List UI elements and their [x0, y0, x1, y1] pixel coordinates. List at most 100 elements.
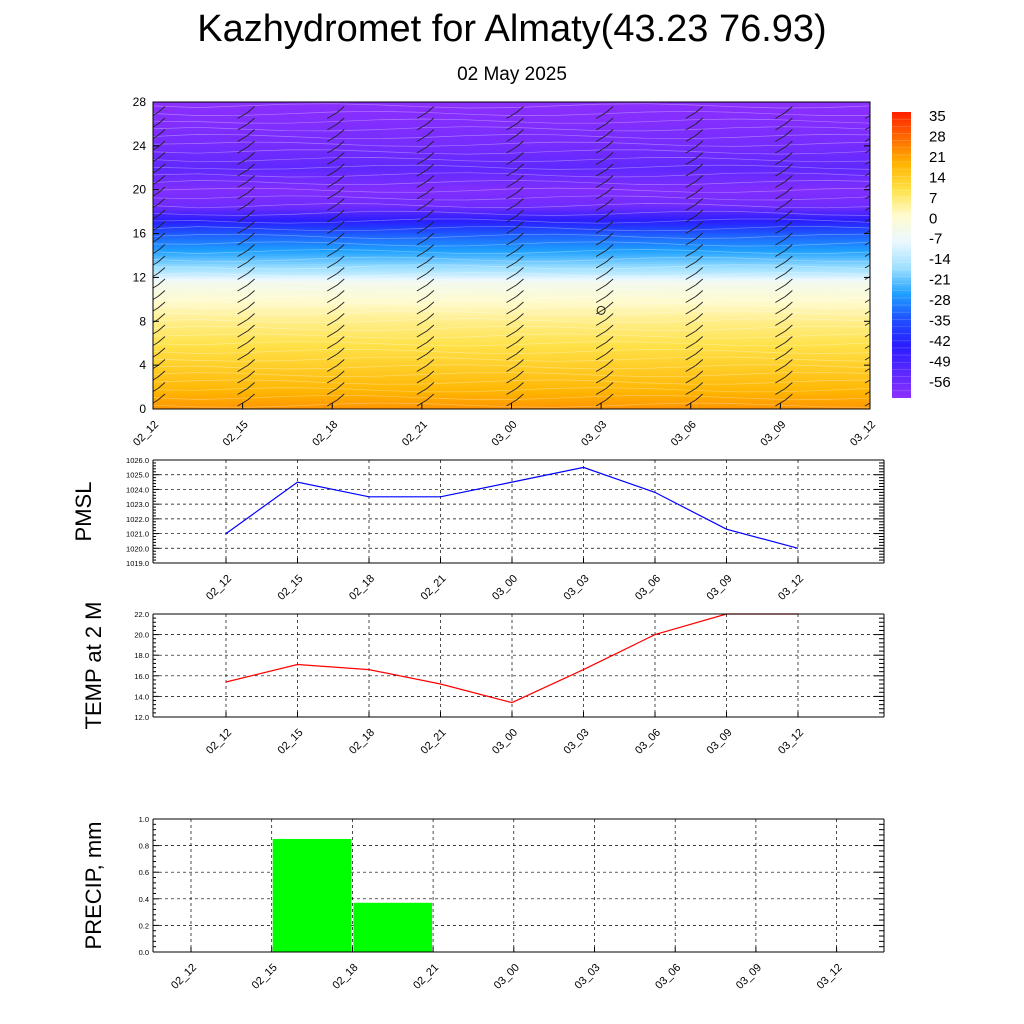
x-tick-label: 02_15: [221, 419, 251, 449]
wind-barb: [864, 298, 870, 303]
wind-barb: [685, 204, 696, 211]
wind-barb-flag: [516, 359, 524, 366]
colorbar: 35 28 21 14 7 0 -7 -14 -21 -28 -35 -42 -49 -56: [892, 108, 951, 398]
temperature-band: [153, 349, 870, 352]
wind-barb: [685, 342, 696, 349]
temperature-band: [153, 236, 870, 240]
wind-barb: [237, 169, 248, 177]
x-tick-label: 03_09: [705, 573, 735, 603]
contour-line: [153, 180, 870, 185]
temperature-band: [153, 269, 870, 273]
wind-barb: [327, 319, 338, 326]
temperature-band: [153, 302, 870, 305]
wind-barb: [775, 169, 786, 177]
wind-barb-flag: [785, 163, 793, 171]
wind-barb: [153, 399, 159, 404]
wind-barb-flag: [516, 278, 524, 286]
wind-barb-flag: [516, 232, 524, 240]
temperature-band: [153, 152, 870, 156]
wind-barb-flag: [875, 383, 882, 389]
wind-barb: [775, 342, 786, 349]
wind-barb-flag: [875, 130, 882, 136]
wind-barb-flag: [516, 255, 524, 263]
wind-barb: [416, 181, 428, 188]
x-tick-label: 03_00: [490, 727, 520, 757]
x-tick-label: 03_12: [815, 962, 845, 992]
wind-barb: [327, 169, 338, 177]
wind-barb: [237, 273, 248, 280]
wind-barb: [685, 227, 696, 234]
temperature-band: [153, 347, 870, 350]
x-tick-label: 02_21: [400, 419, 430, 449]
wind-barb: [775, 192, 786, 200]
wind-barb-flag: [157, 267, 166, 274]
wind-barb-flag: [785, 290, 793, 297]
wind-barb: [153, 181, 159, 186]
wind-barb: [416, 330, 428, 338]
contour-line: [153, 172, 870, 178]
x-tick-label: 02_18: [347, 727, 377, 757]
wind-barb-flag: [157, 244, 166, 251]
wind-barb-flag: [875, 256, 882, 262]
chart-subtitle: 02 May 2025: [457, 64, 567, 85]
x-tick-label: 03_06: [669, 419, 699, 449]
wind-barb-flag: [516, 221, 524, 228]
wind-barb-flag: [247, 324, 255, 332]
wind-barb: [595, 284, 607, 292]
temperature-band: [153, 181, 870, 185]
temperature-band: [153, 361, 870, 365]
temperature-band: [153, 394, 870, 398]
wind-barb-flag: [785, 267, 793, 274]
wind-barb: [595, 388, 607, 395]
wind-barb: [864, 333, 870, 338]
temperature-band: [153, 265, 870, 269]
wind-barb-flag: [695, 290, 704, 297]
temperature-band: [153, 343, 870, 346]
wind-barb: [506, 158, 517, 165]
wind-barb: [237, 330, 248, 338]
wind-barb: [416, 365, 428, 372]
wind-barb-flag: [336, 186, 345, 194]
wind-barb: [327, 353, 338, 361]
wind-barb: [327, 273, 338, 280]
wind-barb: [506, 284, 517, 292]
contour-line: [153, 325, 870, 331]
wind-barb-flag: [785, 232, 793, 240]
temperature-band: [153, 392, 870, 395]
wind-barb: [775, 284, 786, 292]
wind-barb-flag: [426, 278, 435, 286]
wind-barb: [153, 296, 159, 301]
wind-barb-flag: [695, 382, 704, 389]
wind-barb: [864, 160, 870, 165]
wind-barb-flag: [875, 153, 882, 159]
y-tick-label: 22.0: [134, 610, 149, 619]
temperature-band: [153, 247, 870, 250]
temperature-band: [153, 154, 870, 158]
temperature-band: [153, 257, 870, 260]
temperature-band: [153, 142, 870, 146]
wind-barb-flag: [785, 301, 793, 309]
wind-barb: [864, 379, 870, 384]
wind-barb: [506, 376, 517, 384]
temperature-band: [153, 378, 870, 381]
x-tick-label: 02_18: [347, 573, 377, 603]
wind-barb-flag: [875, 302, 882, 308]
y-tick-label: 12.0: [134, 713, 149, 722]
wind-barb: [775, 273, 786, 280]
wind-barb-flag: [336, 152, 345, 159]
wind-barb: [506, 238, 517, 246]
temperature-band: [153, 253, 870, 256]
wind-barb: [237, 376, 248, 384]
wind-barb-flag: [695, 278, 704, 286]
wind-barb: [153, 112, 159, 117]
wind-barb: [506, 192, 517, 200]
wind-barb: [595, 330, 607, 338]
temperature-band: [153, 226, 870, 230]
wind-barb: [153, 158, 159, 163]
wind-barb-flag: [516, 244, 524, 251]
precip-panel: 0.0 0.2 0.4 0.6 0.8 1.0 02_12 02_15 02_18 02_21 03…: [81, 815, 885, 992]
wind-barb-flag: [875, 325, 882, 331]
temperature-band: [153, 326, 870, 330]
wind-barb: [595, 158, 607, 165]
